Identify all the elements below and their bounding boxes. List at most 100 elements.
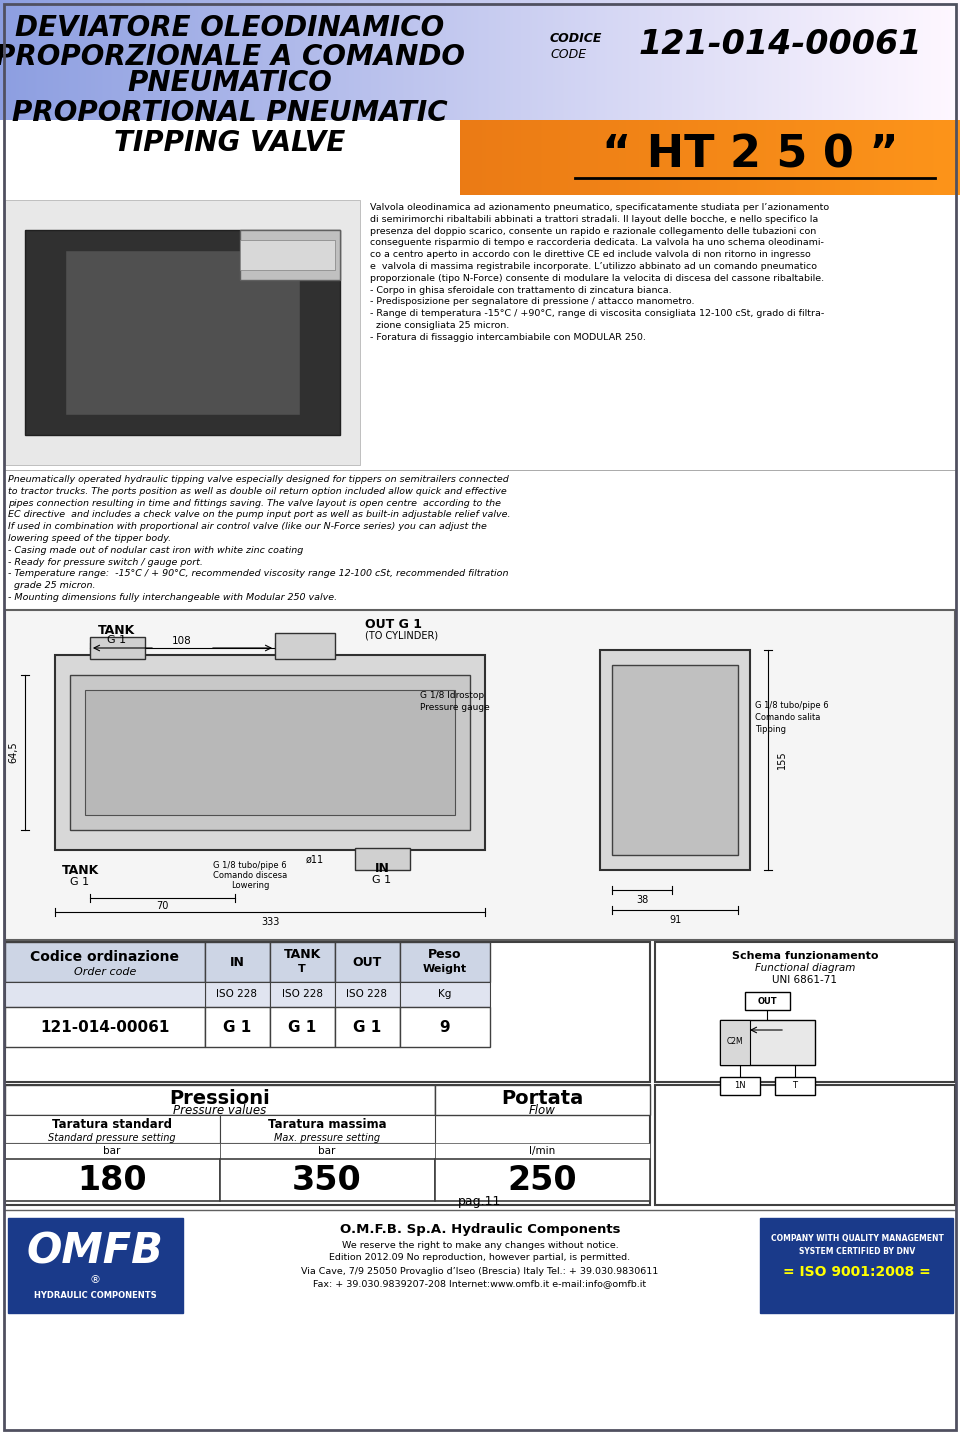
Bar <box>335 1007 400 1047</box>
Bar <box>420 0 421 120</box>
Bar <box>869 0 870 120</box>
Bar <box>806 0 807 120</box>
Bar <box>536 120 537 195</box>
Bar <box>638 120 639 195</box>
Bar <box>372 120 373 195</box>
Bar <box>0 195 960 609</box>
Bar <box>300 0 301 120</box>
Bar <box>527 0 528 120</box>
Bar <box>868 120 869 195</box>
Bar <box>893 0 894 120</box>
Bar <box>87 120 88 195</box>
Bar <box>23 0 24 120</box>
Bar <box>419 120 420 195</box>
Bar <box>221 120 222 195</box>
Bar <box>127 0 128 120</box>
Bar <box>5 942 205 982</box>
Bar <box>350 0 351 120</box>
Bar <box>482 120 483 195</box>
Bar <box>625 0 626 120</box>
Bar <box>428 120 429 195</box>
Bar <box>8 0 9 120</box>
Bar <box>858 120 859 195</box>
Bar <box>26 0 27 120</box>
Bar <box>925 0 926 120</box>
Bar <box>413 120 414 195</box>
Bar <box>109 0 110 120</box>
Bar <box>693 120 694 195</box>
Bar <box>921 0 922 120</box>
Bar <box>889 0 890 120</box>
Bar <box>305 0 306 120</box>
Bar <box>5 1143 220 1159</box>
Bar <box>393 120 394 195</box>
Bar <box>458 0 459 120</box>
Bar <box>430 120 431 195</box>
Bar <box>949 120 950 195</box>
Bar <box>270 982 335 1007</box>
Bar <box>301 120 302 195</box>
Bar <box>720 1077 760 1096</box>
Bar <box>819 120 820 195</box>
Bar <box>336 0 337 120</box>
Bar <box>553 0 554 120</box>
Bar <box>171 120 172 195</box>
Bar <box>423 0 424 120</box>
Bar <box>68 0 69 120</box>
Bar <box>8 120 9 195</box>
Bar <box>155 120 156 195</box>
Bar <box>47 0 48 120</box>
Bar <box>164 0 165 120</box>
Bar <box>483 120 484 195</box>
Bar <box>24 0 25 120</box>
Text: Pressure gauge: Pressure gauge <box>420 703 490 711</box>
Bar <box>377 0 378 120</box>
Bar <box>301 0 302 120</box>
Bar <box>886 0 887 120</box>
Bar <box>676 120 677 195</box>
Bar <box>666 120 667 195</box>
Bar <box>265 0 266 120</box>
Bar <box>756 120 757 195</box>
Bar <box>335 942 400 982</box>
Bar <box>408 0 409 120</box>
Bar <box>719 0 720 120</box>
Bar <box>208 0 209 120</box>
Bar <box>612 120 613 195</box>
Bar <box>259 0 260 120</box>
Bar <box>15 120 16 195</box>
Bar <box>505 120 506 195</box>
Bar <box>402 0 403 120</box>
Bar <box>112 120 113 195</box>
Bar <box>371 0 372 120</box>
Bar <box>808 120 809 195</box>
Bar <box>387 0 388 120</box>
Bar <box>701 0 702 120</box>
Bar <box>133 0 134 120</box>
Bar <box>235 0 236 120</box>
Bar <box>609 0 610 120</box>
Text: We reserve the right to make any changes without notice.: We reserve the right to make any changes… <box>342 1240 618 1249</box>
Text: Max. pressure setting: Max. pressure setting <box>274 1133 380 1143</box>
Bar <box>275 632 335 660</box>
Bar <box>110 120 111 195</box>
Bar <box>803 120 804 195</box>
Bar <box>801 120 802 195</box>
Bar <box>506 120 507 195</box>
Bar <box>128 120 129 195</box>
Bar <box>506 0 507 120</box>
Bar <box>930 0 931 120</box>
Bar <box>175 0 176 120</box>
Bar <box>37 0 38 120</box>
Bar <box>606 120 607 195</box>
Bar <box>35 0 36 120</box>
Bar <box>628 120 629 195</box>
Bar <box>604 120 605 195</box>
Bar <box>646 120 647 195</box>
Bar <box>884 120 885 195</box>
Bar <box>7 0 8 120</box>
Text: 333: 333 <box>261 916 279 926</box>
Bar <box>863 0 864 120</box>
Bar <box>814 0 815 120</box>
Bar <box>474 0 475 120</box>
